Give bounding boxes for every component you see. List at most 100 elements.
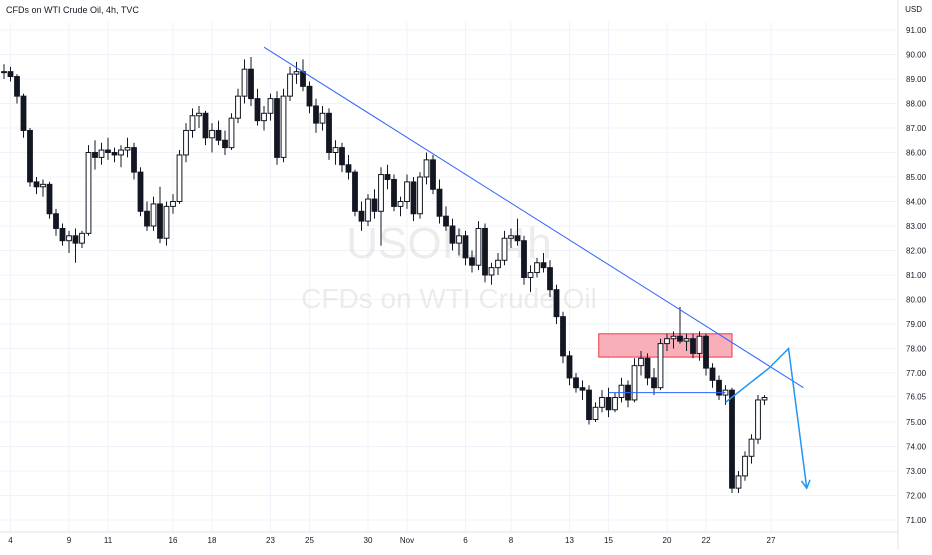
candle (274, 91, 280, 165)
candle-body-up (1, 71, 7, 74)
candle (495, 252, 501, 275)
candle-body-up (599, 397, 605, 408)
grid-lines (0, 22, 898, 532)
candle (521, 235, 527, 285)
candle-body-down (586, 389, 592, 421)
candle (261, 105, 267, 131)
candle (579, 380, 586, 400)
candle-body-up (508, 235, 514, 239)
candle (436, 179, 443, 224)
candle-body-up (118, 149, 124, 156)
candle (566, 350, 573, 386)
candle-body-down (313, 105, 319, 124)
candle-body-down (709, 367, 716, 381)
candle-body-up (397, 201, 404, 207)
candle-body-down (111, 152, 118, 156)
candle (215, 120, 222, 146)
candle-body-up (235, 95, 241, 119)
candle (677, 306, 683, 344)
candle (228, 113, 235, 151)
candle-body-up (748, 438, 755, 457)
candle (690, 333, 696, 359)
candle-body-down (53, 213, 59, 229)
candle-body-up (287, 73, 293, 97)
candle-body-up (696, 335, 703, 354)
candle-body-down (443, 215, 449, 227)
candle-body-up (735, 475, 742, 489)
candle (540, 252, 547, 273)
candle (534, 257, 540, 278)
candle-body-up (670, 335, 677, 340)
candle-body-up (657, 343, 664, 389)
candle (670, 331, 677, 349)
candle (696, 331, 703, 361)
candle-body-down (144, 210, 150, 227)
price-tick-label: 79.00 (906, 320, 927, 329)
candle-body-up (176, 154, 183, 202)
candle (72, 228, 79, 263)
candle (553, 284, 560, 324)
candle-body-up (170, 201, 176, 207)
time-tick-label: 8 (509, 536, 514, 545)
candle (209, 123, 215, 153)
candle (98, 142, 105, 165)
candle-body-up (612, 397, 618, 411)
candle-body-down (462, 235, 469, 259)
candle (105, 137, 111, 160)
price-tick-label: 86.00 (906, 149, 927, 158)
candle-body-up (79, 232, 85, 244)
watermark-symbol: USOIL, 4h (346, 219, 551, 268)
time-axis: 4 9 11 16 18 23 25 30 Nov 6 8 13 15 20 22 27 (0, 531, 898, 545)
time-tick-label: 25 (305, 536, 314, 545)
candle (423, 152, 430, 185)
trendline (263, 46, 804, 389)
candle (332, 140, 339, 165)
candle (66, 230, 72, 253)
time-tick-label: 18 (208, 536, 217, 545)
candle (573, 373, 579, 393)
candle (501, 230, 508, 266)
candle (748, 434, 755, 464)
candle-body-up (40, 183, 46, 188)
candle (709, 363, 716, 388)
time-tick-label: 22 (702, 536, 711, 545)
candle (456, 228, 462, 256)
candle (761, 395, 768, 405)
candle (46, 181, 53, 219)
candle-body-down (157, 203, 163, 239)
candle-body-down (72, 235, 79, 244)
time-tick-label: 11 (104, 536, 113, 545)
candle (735, 471, 742, 494)
candle (1, 64, 7, 79)
candle-body-up (293, 71, 300, 75)
candle-body-down (46, 183, 53, 215)
candle (508, 228, 514, 249)
candle-body-up (638, 357, 644, 367)
price-tick-label: 89.00 (906, 75, 927, 84)
candle-body-up (618, 384, 625, 398)
candle-body-down (339, 147, 345, 166)
candle (430, 154, 436, 195)
candle-body-up (683, 338, 690, 342)
candle-body-up (183, 129, 189, 156)
price-tick-label: 91.00 (906, 26, 927, 35)
candle-body-down (14, 76, 20, 97)
candle-body-down (482, 227, 488, 276)
candle-body-down (436, 188, 443, 217)
price-tick-label: 85.00 (906, 173, 927, 182)
time-tick-label: 20 (663, 536, 672, 545)
candle-body-down (27, 129, 33, 183)
candle-body-down (514, 235, 521, 242)
price-tick-label: 87.00 (906, 124, 927, 133)
candle-body-down (449, 225, 456, 244)
price-tick-label: 80.00 (906, 296, 927, 305)
candle (300, 59, 306, 92)
candle-body-down (300, 71, 306, 87)
candle-body-up (332, 147, 339, 154)
candle-body-down (358, 210, 365, 222)
price-tick-label: 73.00 (906, 467, 927, 476)
candle-body-up (228, 117, 235, 149)
candle-body-down (690, 338, 696, 354)
